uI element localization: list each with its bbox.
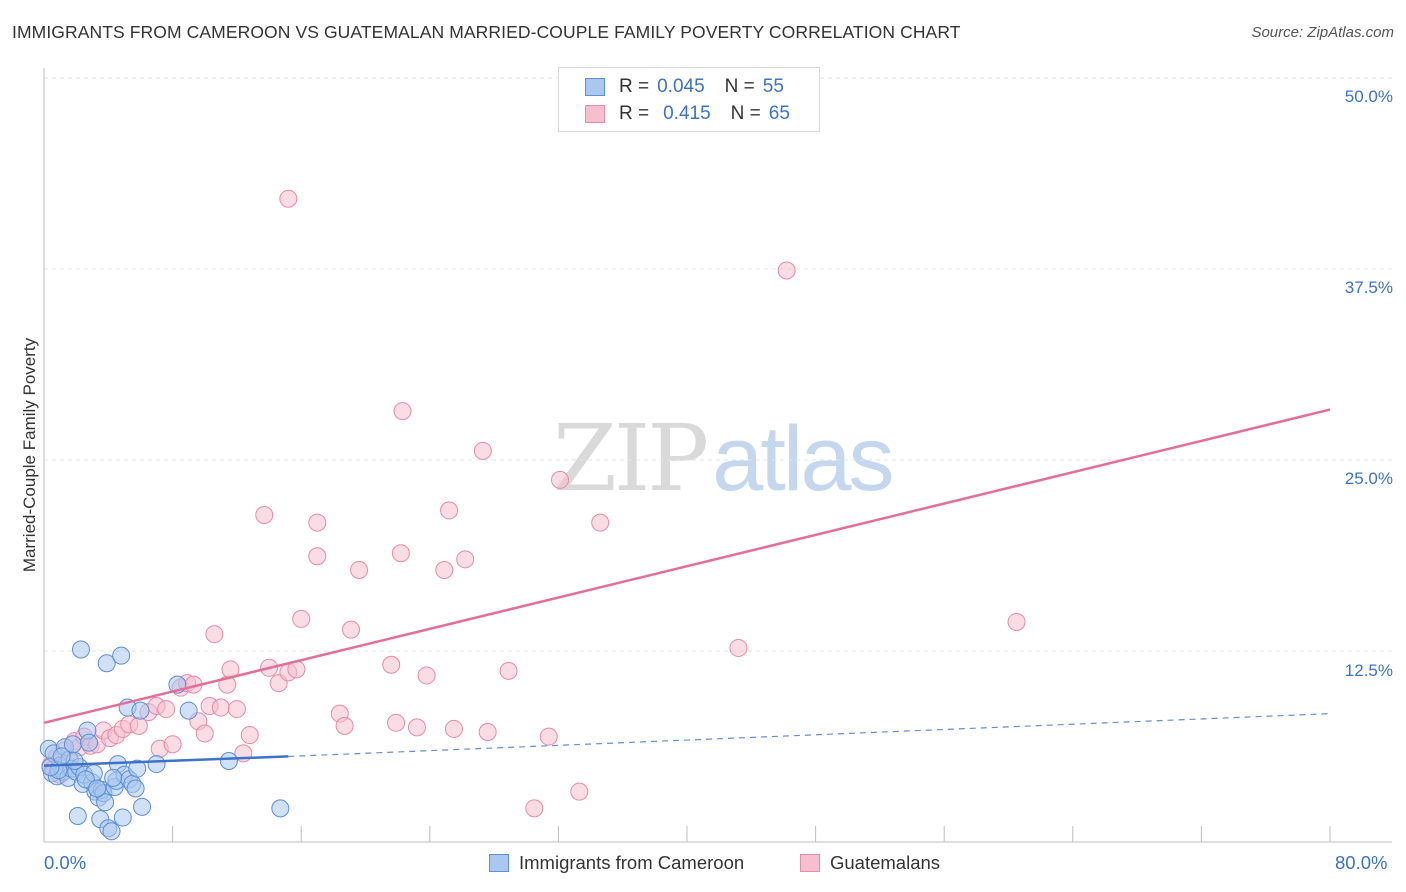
data-point: [525, 799, 544, 818]
source-label: Source: ZipAtlas.com: [1251, 24, 1394, 41]
legend-r-label: R =: [619, 103, 650, 124]
trend-line-cameroon-extension: [288, 713, 1331, 758]
data-point: [279, 189, 298, 208]
legend-row-cameroon: R = 0.045 N = 55: [585, 75, 784, 99]
data-point: [570, 782, 589, 801]
trend-lines: [43, 408, 1331, 767]
legend-r-value: 0.045: [657, 76, 705, 97]
data-point: [205, 625, 224, 644]
data-point: [335, 716, 354, 735]
legend-n-value: 55: [762, 76, 784, 97]
legend-swatch-blue: [489, 854, 509, 872]
watermark-zip: ZIP: [553, 405, 709, 512]
legend-item-cameroon: Immigrants from Cameroon: [489, 852, 744, 874]
legend-n-value: 65: [768, 103, 790, 124]
data-point: [147, 755, 166, 774]
data-point: [342, 620, 361, 639]
data-point: [128, 759, 147, 778]
data-point: [440, 501, 459, 520]
data-point: [126, 779, 145, 798]
data-point: [131, 701, 150, 720]
data-point: [97, 654, 116, 673]
data-point: [68, 807, 87, 826]
data-point: [1007, 612, 1026, 631]
data-point: [382, 655, 401, 674]
y-tick-label: 37.5%: [1344, 278, 1393, 297]
data-point: [478, 722, 497, 741]
data-point: [88, 779, 107, 798]
data-point: [240, 726, 259, 745]
data-point: [113, 808, 132, 827]
data-point: [435, 561, 454, 580]
series-guatemalans: [41, 189, 1026, 818]
data-point: [96, 793, 115, 812]
watermark: ZIPatlas: [553, 405, 895, 512]
data-point: [163, 735, 182, 754]
data-point: [539, 727, 558, 746]
y-tick-label: 50.0%: [1344, 87, 1393, 106]
data-point: [729, 638, 748, 657]
legend-item-guatemalans: Guatemalans: [800, 852, 940, 874]
data-point: [195, 724, 214, 743]
legend-swatch-pink: [800, 854, 820, 872]
data-point: [255, 506, 274, 525]
data-point: [112, 646, 131, 665]
data-point: [157, 700, 176, 719]
x-tick-label-min: 0.0%: [44, 852, 87, 873]
legend-r-label: R =: [619, 76, 650, 97]
data-point: [133, 797, 152, 816]
trend-line-cameroon: [43, 755, 289, 767]
y-axis-label: Married-Couple Family Poverty: [20, 337, 39, 573]
data-point: [777, 261, 796, 280]
data-point: [551, 470, 570, 489]
data-point: [211, 698, 230, 717]
data-point: [80, 733, 99, 752]
legend-n-label: N =: [730, 103, 761, 124]
y-tick-label: 25.0%: [1344, 469, 1393, 488]
data-point: [292, 609, 311, 628]
data-point: [219, 752, 238, 771]
legend-label-cameroon: Immigrants from Cameroon: [519, 852, 745, 873]
data-point: [393, 402, 412, 421]
chart-title: IMMIGRANTS FROM CAMEROON VS GUATEMALAN M…: [12, 22, 961, 42]
data-point: [41, 758, 60, 777]
y-tick-label: 12.5%: [1344, 661, 1393, 680]
legend-row-guatemalans: R = 0.415 N = 65: [585, 102, 790, 126]
data-point: [102, 822, 121, 841]
data-point: [417, 666, 436, 685]
data-point: [52, 747, 71, 766]
x-tick-label-max: 80.0%: [1335, 852, 1388, 873]
data-point: [473, 441, 492, 460]
legend-label-guatemalans: Guatemalans: [830, 852, 941, 873]
axes: [43, 68, 1392, 843]
data-point: [456, 550, 475, 569]
data-point: [350, 561, 369, 580]
legend-swatch-blue: [585, 78, 605, 96]
legend-r-value: 0.415: [663, 103, 711, 124]
data-point: [227, 700, 246, 719]
data-point: [591, 513, 610, 532]
data-point: [444, 719, 463, 738]
data-point: [499, 661, 518, 680]
grid: [44, 77, 1392, 652]
data-point: [407, 718, 426, 737]
series-legend: Immigrants from Cameroon Guatemalans: [0, 852, 1406, 876]
legend-swatch-pink: [585, 105, 605, 123]
data-point: [179, 701, 198, 720]
data-point: [308, 547, 327, 566]
data-point: [308, 513, 327, 532]
data-point: [271, 799, 290, 818]
legend-n-label: N =: [724, 76, 755, 97]
data-point: [391, 544, 410, 563]
trend-line-guatemalans: [43, 408, 1331, 725]
correlation-legend: R = 0.045 N = 55 R = 0.415 N = 65: [558, 67, 820, 132]
data-point: [104, 768, 123, 787]
series-cameroon: [39, 640, 290, 841]
data-point: [387, 713, 406, 732]
data-point: [71, 640, 90, 659]
watermark-atlas: atlas: [712, 408, 894, 510]
